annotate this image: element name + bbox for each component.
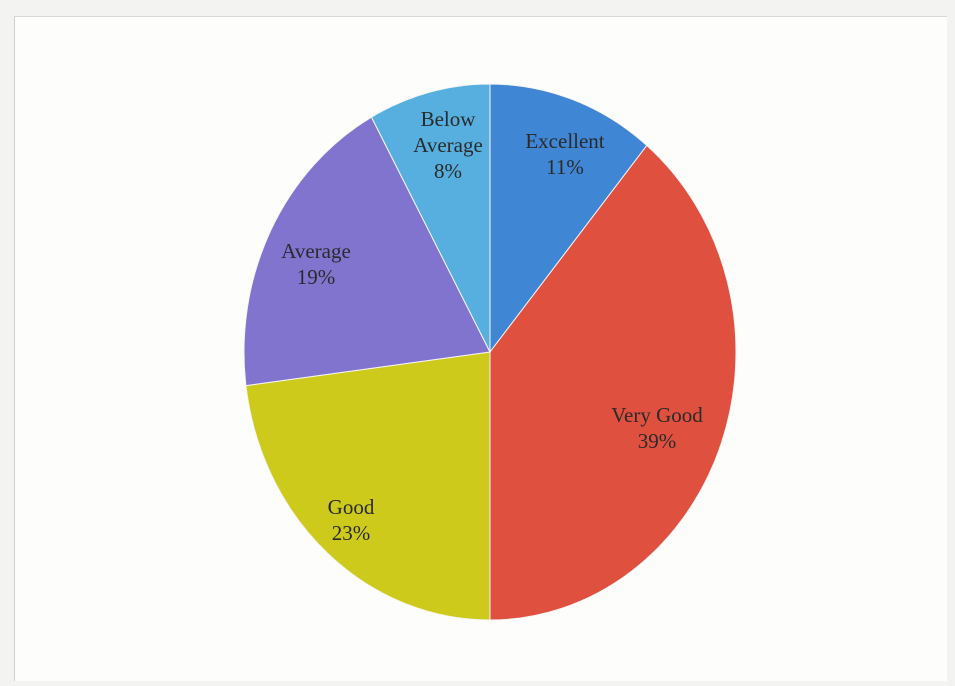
pie-labels: Excellent 11% Very Good 39% Good 23% Average 19…	[281, 107, 703, 545]
data-label-good: Good 23%	[328, 495, 375, 545]
data-label-excellent: Excellent 11%	[525, 129, 604, 179]
pie-slice-below-average	[370, 83, 491, 353]
pie-slice-average	[243, 116, 491, 387]
pie-slice-very-good	[489, 144, 737, 621]
data-label-average: Average 19%	[281, 239, 351, 289]
data-label-below-average: Below Average 8%	[413, 107, 483, 183]
data-label-very-good: Very Good 39%	[611, 403, 703, 453]
pie-slice-good	[245, 351, 491, 621]
pie-slices	[243, 83, 737, 621]
pie-slice-excellent	[489, 83, 648, 354]
